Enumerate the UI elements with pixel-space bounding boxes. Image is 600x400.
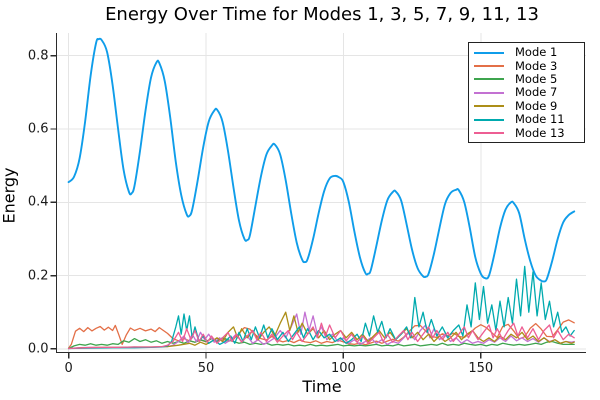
legend-line-sample: [474, 91, 504, 94]
legend-entry-mode-3: Mode 3: [469, 59, 584, 72]
legend-line-sample: [474, 118, 504, 121]
x-tick-label: 100: [330, 360, 356, 376]
legend-entry-mode-11: Mode 11: [469, 113, 584, 126]
legend-entry-mode-7: Mode 7: [469, 86, 584, 99]
series-line-mode-5: [67, 337, 575, 350]
x-tick-label: 150: [468, 360, 494, 376]
legend-line-sample: [474, 132, 504, 135]
y-tick-label: 0.8: [27, 48, 49, 64]
legend-line-sample: [474, 105, 504, 108]
legend-line-sample: [474, 65, 504, 68]
legend-line-sample: [474, 51, 504, 54]
legend-label: Mode 13: [515, 125, 565, 140]
legend-label: Mode 11: [515, 112, 565, 127]
legend-label: Mode 9: [515, 98, 558, 113]
legend-entry-mode-1: Mode 1: [469, 46, 584, 59]
x-tick-label: 50: [197, 360, 215, 376]
series-line-mode-13: [67, 322, 575, 350]
series-line-mode-3: [67, 319, 575, 349]
chart-title: Energy Over Time for Modes 1, 3, 5, 7, 9…: [105, 4, 539, 25]
y-tick-label: 0.0: [27, 341, 49, 357]
legend-entry-mode-13: Mode 13: [469, 126, 584, 139]
series-line-mode-7: [67, 311, 575, 350]
y-tick-label: 0.6: [27, 121, 49, 137]
legend-label: Mode 7: [515, 85, 558, 100]
x-tick-label: 0: [64, 360, 73, 376]
legend-label: Mode 1: [515, 45, 558, 60]
y-tick-label: 0.4: [27, 194, 49, 210]
x-axis-label: Time: [302, 377, 342, 396]
legend-line-sample: [474, 78, 504, 81]
y-tick-label: 0.2: [27, 268, 49, 284]
legend-label: Mode 3: [515, 58, 558, 73]
legend-entry-mode-5: Mode 5: [469, 71, 584, 86]
legend: Mode 1 Mode 3 Mode 5 Mode 7 Mode 9 Mode 11 Mod…: [468, 42, 585, 143]
legend-label: Mode 5: [515, 71, 558, 86]
series-line-mode-1: [67, 37, 576, 283]
legend-entry-mode-9: Mode 9: [469, 98, 584, 113]
